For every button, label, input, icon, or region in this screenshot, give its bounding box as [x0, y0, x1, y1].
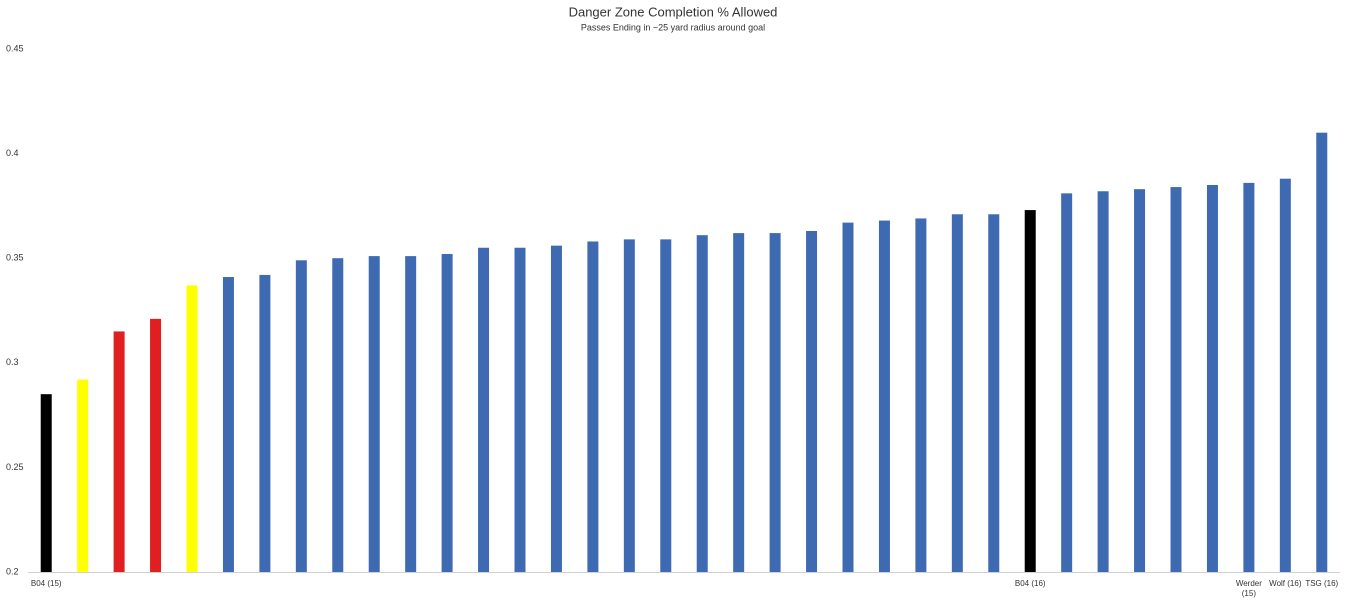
bar: [1170, 187, 1182, 572]
bar: [77, 379, 89, 572]
bar: [259, 274, 271, 572]
bar: [769, 233, 781, 572]
bar: [587, 241, 599, 573]
bar: [915, 218, 927, 572]
bar: [1206, 184, 1218, 573]
x-tick-label: Werder (15): [1235, 579, 1262, 598]
bar: [696, 235, 708, 573]
bar: [1061, 193, 1073, 572]
bar: [332, 258, 344, 572]
chart-subtitle: Passes Ending in ~25 yard radius around …: [581, 22, 765, 32]
bar: [514, 247, 526, 573]
x-tick-label: TSG (16): [1305, 579, 1339, 588]
y-tick-label: 0.3: [6, 357, 19, 367]
bar: [1134, 189, 1146, 572]
bar: [478, 247, 490, 573]
bar: [1279, 178, 1291, 573]
x-tick-label: B04 (16): [1014, 579, 1046, 588]
bar: [222, 277, 234, 572]
bar: [40, 394, 52, 572]
bar: [1316, 132, 1328, 572]
bar: [878, 220, 890, 572]
y-tick-label: 0.25: [6, 462, 24, 472]
chart-title: Danger Zone Completion % Allowed: [569, 4, 778, 19]
bar: [295, 260, 307, 572]
y-tick-label: 0.35: [6, 253, 24, 263]
bar: [1097, 191, 1109, 573]
y-tick-label: 0.4: [6, 148, 19, 158]
bar: [186, 285, 198, 572]
bar: [150, 318, 162, 572]
bar: [951, 214, 963, 572]
bar: [113, 331, 125, 572]
bar: [660, 239, 672, 572]
y-tick-label: 0.2: [6, 566, 19, 576]
bar: [405, 256, 417, 572]
bar: [368, 256, 380, 572]
y-tick-label: 0.45: [6, 43, 24, 53]
bar: [733, 233, 745, 572]
bar: [623, 239, 635, 572]
bar: [806, 231, 818, 572]
bar: [550, 245, 562, 572]
bar: [1024, 210, 1036, 573]
bar: [842, 222, 854, 573]
bar: [988, 214, 1000, 572]
x-tick-label: Wolf (16): [1269, 579, 1302, 588]
x-tick-label: B04 (15): [30, 579, 62, 588]
bar: [441, 254, 453, 573]
bar: [1243, 182, 1255, 572]
